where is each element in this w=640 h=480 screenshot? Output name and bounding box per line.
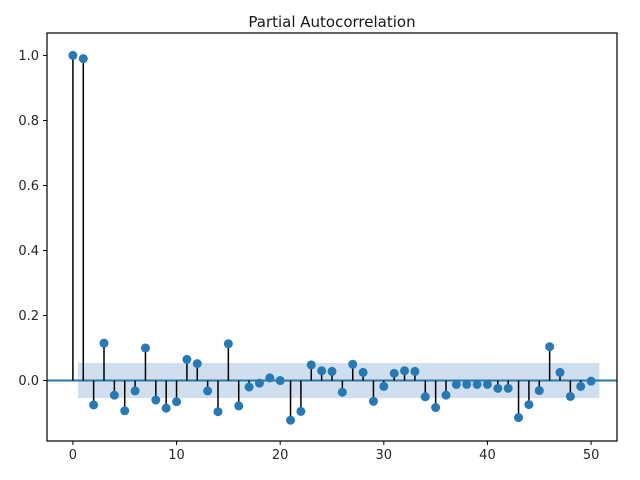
- data-point-marker: [348, 359, 358, 369]
- data-point-marker: [109, 390, 119, 400]
- data-point-marker: [472, 379, 482, 389]
- data-point-marker: [78, 54, 88, 64]
- data-point-marker: [265, 373, 275, 383]
- data-point-marker: [296, 406, 306, 416]
- axes-layer: 0 10 20 30 40 50 0.0 0.2 0.4 0.6 0.8 1.0: [18, 32, 618, 463]
- data-point-marker: [451, 379, 461, 389]
- data-point-marker: [286, 415, 296, 425]
- data-point-marker: [420, 392, 430, 402]
- x-tick-label: 0: [69, 448, 77, 463]
- data-point-marker: [462, 379, 472, 389]
- data-point-marker: [482, 379, 492, 389]
- data-point-marker: [576, 381, 586, 391]
- axes-spines: [46, 32, 618, 442]
- x-tick-label: 30: [376, 448, 393, 463]
- data-point-marker: [565, 391, 575, 401]
- data-point-marker: [337, 387, 347, 397]
- x-tick-label: 10: [168, 448, 185, 463]
- data-point-marker: [327, 366, 337, 376]
- data-point-marker: [400, 366, 410, 376]
- y-tick-label: 0.2: [18, 309, 39, 324]
- data-point-marker: [555, 367, 565, 377]
- y-tick-label: 1.0: [18, 49, 39, 64]
- y-tick-label: 0.4: [18, 244, 39, 259]
- y-tick-label: 0.8: [18, 114, 39, 129]
- data-point-marker: [172, 397, 182, 407]
- data-point-marker: [431, 403, 441, 413]
- data-point-marker: [493, 383, 503, 393]
- data-point-marker: [358, 367, 368, 377]
- data-point-marker: [368, 396, 378, 406]
- data-point-marker: [441, 390, 451, 400]
- data-point-marker: [524, 400, 534, 410]
- data-point-marker: [182, 354, 192, 364]
- data-point-marker: [213, 407, 223, 417]
- data-point-marker: [120, 406, 130, 416]
- data-point-marker: [161, 403, 171, 413]
- data-point-marker: [503, 383, 513, 393]
- data-point-marker: [99, 338, 109, 348]
- data-point-marker: [586, 376, 596, 386]
- data-point-marker: [389, 368, 399, 378]
- data-point-marker: [234, 401, 244, 411]
- data-point-marker: [151, 395, 161, 405]
- stem-plot-layer: [68, 50, 596, 425]
- data-point-marker: [410, 366, 420, 376]
- x-tick-label: 50: [583, 448, 600, 463]
- data-point-marker: [244, 382, 254, 392]
- y-tick-label: 0.6: [18, 179, 39, 194]
- data-point-marker: [68, 50, 78, 60]
- data-point-marker: [379, 381, 389, 391]
- data-point-marker: [534, 386, 544, 396]
- data-point-marker: [317, 366, 327, 376]
- data-point-marker: [254, 378, 264, 388]
- data-point-marker: [514, 413, 524, 423]
- data-point-marker: [130, 386, 140, 396]
- data-point-marker: [140, 343, 150, 353]
- data-point-marker: [89, 400, 99, 410]
- data-point-marker: [306, 360, 316, 370]
- x-tick-label: 40: [479, 448, 496, 463]
- data-point-marker: [203, 386, 213, 396]
- data-point-marker: [275, 376, 285, 386]
- data-point-marker: [223, 339, 233, 349]
- chart-title: Partial Autocorrelation: [248, 13, 415, 31]
- y-tick-label: 0.0: [18, 374, 39, 389]
- data-point-marker: [192, 359, 202, 369]
- x-tick-label: 20: [272, 448, 289, 463]
- data-point-marker: [545, 342, 555, 352]
